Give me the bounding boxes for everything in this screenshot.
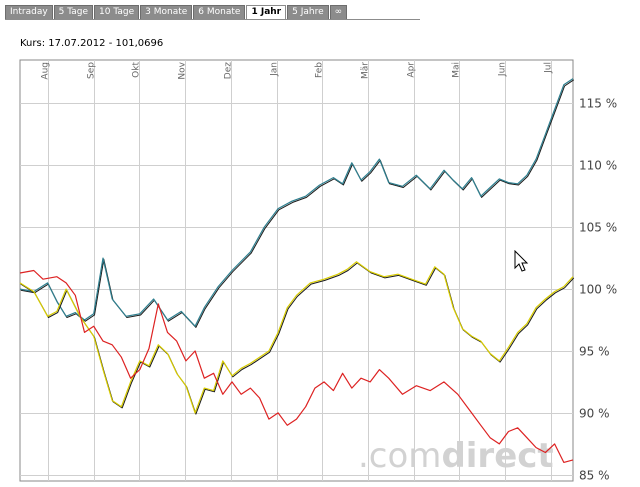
tab-7[interactable]: ∞ xyxy=(329,5,348,19)
comdirect-watermark: .comdirect xyxy=(358,436,554,476)
x-tick-label-4: Dez xyxy=(224,62,234,79)
x-tick-label-8: Apr xyxy=(407,62,417,78)
y-tick-label-6: 115 % xyxy=(579,97,617,111)
tab-3[interactable]: 3 Monate xyxy=(140,5,193,19)
series-2-line xyxy=(19,269,574,463)
y-tick-label-2: 95 % xyxy=(579,345,610,359)
y-tick-label-0: 85 % xyxy=(579,469,610,483)
tab-4[interactable]: 6 Monate xyxy=(193,5,246,19)
x-tick-label-7: Mär xyxy=(361,62,371,79)
y-tick-label-5: 110 % xyxy=(579,159,617,173)
tab-underline xyxy=(5,19,420,20)
tab-1[interactable]: 5 Tage xyxy=(53,5,94,19)
period-tabs: Intraday 5 Tage 10 Tage 3 Monate 6 Monate 1 J… xyxy=(5,5,348,19)
watermark-com: .com xyxy=(358,436,441,476)
series-0-line xyxy=(19,78,574,327)
x-tick-label-5: Jan xyxy=(270,62,280,77)
x-tick-label-3: Nov xyxy=(178,61,188,79)
tab-5[interactable]: 1 Jahr xyxy=(246,5,287,19)
x-tick-label-11: Jul xyxy=(544,62,554,74)
plot-frame xyxy=(19,59,574,482)
series-1-line xyxy=(19,261,574,414)
x-tick-label-0: Aug xyxy=(41,62,51,80)
x-tick-label-10: Jun xyxy=(498,62,508,77)
y-tick-label-4: 105 % xyxy=(579,221,617,235)
y-tick-label-3: 100 % xyxy=(579,283,617,297)
price-label: Kurs: 17.07.2012 - 101,0696 xyxy=(20,38,164,49)
x-tick-label-1: Sep xyxy=(87,62,97,79)
series-0-shadow xyxy=(20,79,575,328)
watermark-direct: direct xyxy=(441,436,553,476)
y-tick-label-1: 90 % xyxy=(579,407,610,421)
x-tick-label-6: Feb xyxy=(315,62,325,78)
tab-0[interactable]: Intraday xyxy=(5,5,53,19)
tab-2[interactable]: 10 Tage xyxy=(94,5,140,19)
mouse-cursor-icon xyxy=(514,250,529,272)
tab-6[interactable]: 5 Jahre xyxy=(287,5,329,19)
x-tick-label-9: Mai xyxy=(452,62,462,78)
x-tick-label-2: Okt xyxy=(132,62,142,78)
series-1-shadow xyxy=(20,262,575,415)
